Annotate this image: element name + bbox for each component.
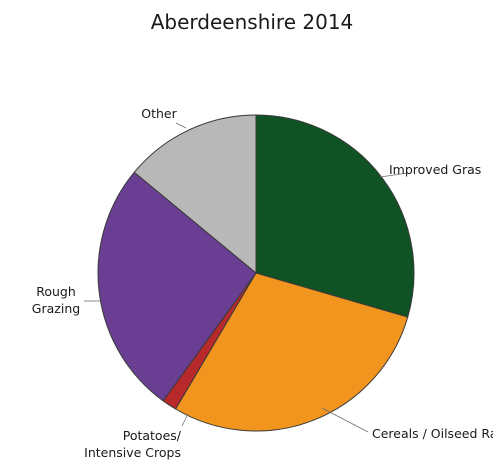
slice-label-5: Other	[141, 106, 177, 121]
pie-slices	[97, 114, 415, 432]
leader-line-5	[175, 122, 187, 129]
pie-slice-1	[255, 114, 415, 318]
slice-label-3: Potatoes/Intensive Crops	[84, 428, 182, 460]
slice-label-line: Rough	[36, 284, 76, 299]
slice-label-line: Intensive Crops	[84, 445, 181, 460]
slice-label-2: Cereals / Oilseed Rape	[372, 426, 493, 441]
slice-label-line: Potatoes/	[123, 428, 182, 443]
pie-slice-2	[174, 272, 409, 432]
slice-label-4: Rough Grazing	[32, 284, 80, 316]
pie-slice-4	[97, 171, 257, 402]
leader-line-1	[379, 172, 409, 178]
slice-label-line: Grazing	[32, 301, 80, 316]
pie-slice-5	[133, 114, 257, 275]
pie-labels: Improved Gras Cereals / Oilseed Rape Potat…	[32, 106, 493, 460]
slice-label-line: Cereals / Oilseed Rape	[372, 426, 493, 441]
slice-label-line: Other	[141, 106, 177, 121]
pie-leader-lines	[84, 122, 409, 433]
leader-line-3	[181, 413, 189, 427]
slice-label-1: Improved Gras	[389, 162, 481, 177]
leader-line-2	[321, 407, 369, 433]
chart-title: Aberdeenshire 2014	[151, 10, 354, 34]
slice-label-line: Improved Gras	[389, 162, 481, 177]
